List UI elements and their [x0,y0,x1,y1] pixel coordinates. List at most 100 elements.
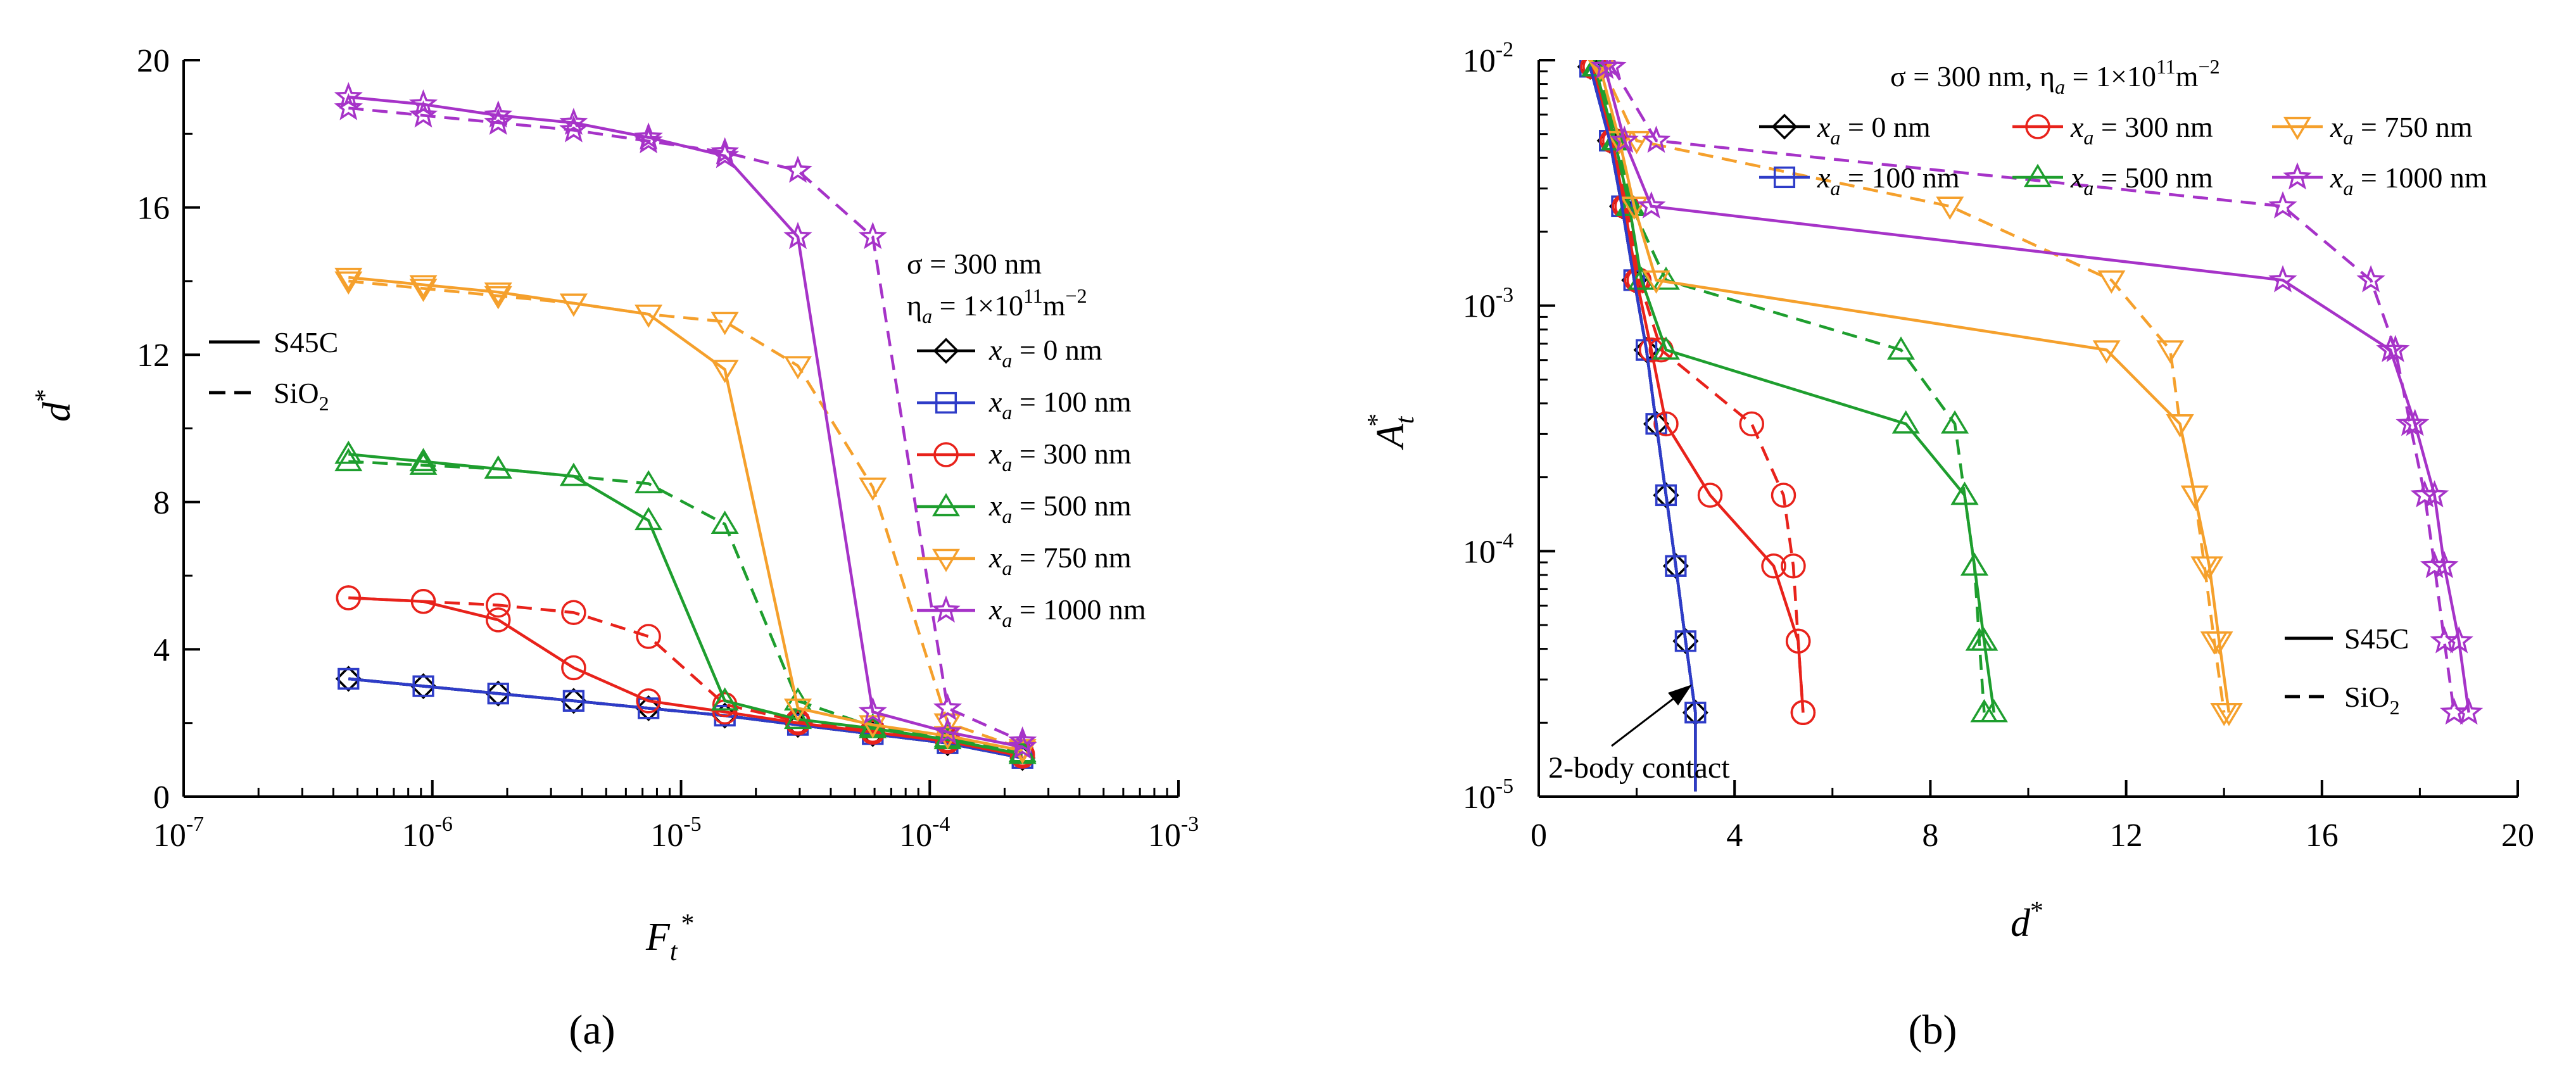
panel-a-series-5-point [933,717,963,745]
panel-b-series-4-point [2180,485,2209,509]
panel-a-series-4-point [784,356,812,380]
panel-a-legend-label-5: xa = 1000 nm [988,593,1146,631]
panel-a-series-4-dashed [348,279,1023,750]
panel-b: 0 4 8 12 16 20 10-5 10-4 10-3 10-2 At* d* σ = 300… [1363,38,2534,1053]
panel-a-series-3-point [635,470,663,493]
panel-b-series-2-point [1771,483,1796,508]
panel-a-series-3-point [784,705,812,730]
panel-b-series-0-point [1653,482,1679,509]
panel-a-xtick-label: 10-7 [153,812,204,854]
panel-b-series-4-point [1642,270,1670,294]
panel-b-legend-marker-5 [2283,162,2312,190]
panel-a-series-4-point [559,293,588,317]
panel-a-series-0-point [335,666,362,692]
panel-a-series-4-point [710,360,739,383]
panel-a-legend-marker-5 [931,595,961,623]
panel-a-series-3-point [409,448,438,472]
panel-a-xtick-label: 10-6 [402,812,453,854]
panel-a-legend-marker-3 [932,493,960,517]
panel-b-annotation-text: 2-body contact [1548,751,1730,785]
panel-b-series-legend: xa = 0 nm xa = 100 nm xa = 300 nm xa = 5… [1759,111,2487,199]
panel-a-caption: (a) [569,1007,615,1053]
panel-a-series-legend: xa = 0 nm xa = 100 nm xa = 300 nm xa = 5… [917,334,1146,631]
panel-b-legend-label-1: xa = 100 nm [1817,161,1960,199]
panel-b-series-1-dashed [1589,66,1697,713]
panel-a-series-2-solid [348,596,1023,758]
annotation-arrow-head [1668,685,1692,705]
panel-b-series-5-point [2396,408,2425,436]
panel-b-caption: (b) [1909,1007,1957,1053]
panel-b-series-3-dashed [1596,66,1986,713]
panel-a-legend-marker-4 [932,548,960,572]
panel-b-legend-label-5: xa = 1000 nm [2330,161,2487,199]
panel-a-series-0-point [635,695,662,721]
panel-a-legend-label-3: xa = 500 nm [988,490,1132,528]
panel-a-ytick-label: 20 [137,43,170,79]
panel-b-series-5-point [2268,265,2297,293]
panel-a-series-5-point [634,122,663,150]
panel-a-legend-label-0: xa = 0 nm [988,334,1102,372]
panel-b-series-2-point [1785,628,1811,654]
panel-b-legend-label-2: xa = 300 nm [2070,111,2213,149]
panel-a-series-2-point [636,688,661,714]
panel-a-series-5-point [710,137,740,165]
panel-b-series-4-point [2166,414,2194,438]
panel-a-series-4-point [409,275,438,299]
panel-b-axes: 0 4 8 12 16 20 10-5 10-4 10-3 10-2 [1463,38,2534,854]
panel-a-param-eta: ηa = 1×1011m−2 [907,284,1087,327]
panel-b-ytick-label: 10-3 [1463,284,1513,325]
panel-a-ytick-label: 0 [153,780,170,816]
panel-b-series-3-point [1891,410,1920,434]
panel-a-series-3-point [484,455,512,479]
panel-b-series-5-point [1610,125,1639,153]
panel-a-series-2-point [410,589,436,614]
panel-b-legend-marker-0 [1771,113,1798,140]
panel-a-series-5-point [1008,726,1037,754]
panel-a-material-s45c: S45C [274,326,338,358]
panel-a-series-3-point [635,507,663,531]
panel-b-series-1-solid-top [1589,66,1697,792]
panel-a-series-5-point [408,100,438,128]
panel-a-series-2-point [486,592,511,618]
panel-b-xtick-label: 20 [2501,818,2534,854]
panel-b-series-0-point [1662,553,1689,579]
panel-b-legend-label-0: xa = 0 nm [1817,111,1931,149]
panel-a-series [334,82,1037,771]
panel-a-series-5-point [484,100,513,128]
panel-a-series-4-point [484,286,512,310]
panel-b-series-4-point [2156,340,2185,364]
panel-a-series-0-solid [348,677,1023,760]
panel-a-ytick-label: 8 [153,485,170,521]
panel-b-series-5-point [2381,334,2410,362]
panel-a-series-1-dashed [348,677,1023,760]
panel-a-series-0-dashed [348,677,1023,760]
panel-b-series-3-point [1960,552,1988,576]
panel-a-series-5-point [484,108,513,136]
panel-b-xtick-label: 16 [2306,818,2339,854]
panel-a-series-5-point [334,92,363,120]
panel-a-legend-marker-1 [935,391,957,414]
panel-a-legend-label-1: xa = 100 nm [988,386,1132,424]
panel-b-series-2-point [1761,553,1786,579]
panel-a-series-5-point [334,82,363,110]
panel-a-param-sigma: σ = 300 nm [907,248,1042,280]
panel-b-series-4-point [2092,340,2121,364]
panel-b-legend-label-3: xa = 500 nm [2070,161,2213,199]
panel-a-xtick-label: 10-3 [1148,812,1199,854]
panel-b-param: σ = 300 nm, ηa = 1×1011m−2 [1890,55,2220,98]
panel-a-series-2-point [561,655,586,681]
panel-a-series-4-point [784,698,812,722]
panel-b-legend-marker-3 [2024,163,2052,187]
panel-b-series-3-point [1651,267,1680,290]
panel-b-series [1577,60,2484,792]
panel-b-material-legend: S45C SiO2 [2285,622,2409,719]
panel-b-ylabel: At* [1363,414,1420,451]
panel-a-legend-marker-2 [933,442,959,467]
panel-a-series-2-point [336,585,362,610]
panel-a-xlabel: Ft* [645,909,695,966]
panel-b-series-1-solid [1589,66,1697,713]
panel-a-ylabel: d* [30,389,79,422]
panel-b-series-2-point [1653,411,1679,437]
panel-a: 0 4 8 12 16 20 10-7 10-6 10-5 10-4 10-3 d* Ft* σ =… [30,43,1199,1053]
